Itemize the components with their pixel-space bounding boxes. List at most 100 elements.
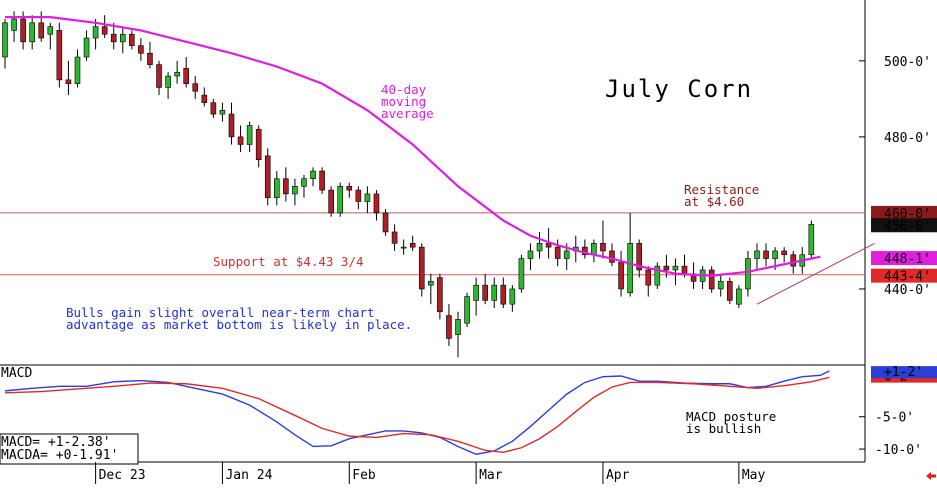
candle — [736, 285, 742, 308]
candle-body-down — [582, 246, 588, 256]
candle — [65, 60, 72, 96]
candle-body-up — [92, 26, 99, 39]
candle-body-down — [147, 52, 153, 65]
candle — [446, 304, 452, 346]
candle — [273, 171, 280, 206]
price-label-text: 460-0' — [884, 207, 931, 222]
moving-average-line — [5, 16, 821, 277]
chart-title: July Corn — [605, 75, 753, 103]
candle — [491, 277, 498, 308]
candle — [699, 266, 706, 289]
candle-body-up — [11, 18, 17, 31]
candle — [391, 224, 398, 251]
candle-body-up — [772, 250, 778, 259]
candle-body-up — [464, 296, 470, 324]
macd-readout-line: MACD= +1-2.38' — [1, 435, 111, 450]
candle-body-down — [319, 170, 325, 191]
macd-price-label-text: +1-2' — [884, 365, 923, 380]
candle — [165, 72, 171, 99]
candle-body-down — [228, 113, 235, 138]
ma-label-line: moving — [381, 94, 426, 109]
candle — [246, 121, 253, 153]
candle — [129, 30, 135, 50]
candle-body-up — [119, 33, 126, 43]
candle-body-down — [255, 128, 262, 160]
candle-body-up — [736, 288, 742, 305]
candle — [473, 277, 479, 316]
price-label-box — [871, 268, 937, 283]
candle — [781, 247, 787, 263]
candle — [455, 311, 461, 358]
candle — [56, 22, 63, 88]
candle-body-down — [328, 189, 334, 214]
ma-label-line: 40-day — [381, 82, 427, 97]
macd-panel-title: MACD — [1, 366, 32, 381]
candle-body-up — [301, 178, 307, 187]
candle — [119, 26, 126, 54]
candle-body-up — [591, 243, 597, 256]
candle — [201, 87, 208, 107]
candle — [726, 277, 733, 305]
candle-body-down — [409, 243, 416, 248]
x-tick-label: Jan 24 — [225, 468, 272, 483]
candle-body-down — [600, 243, 606, 252]
candle — [672, 258, 679, 286]
price-tick-label: 480-0' — [884, 131, 931, 146]
candle-body-down — [210, 102, 217, 115]
candle — [2, 19, 8, 69]
candle-body-down — [110, 33, 117, 43]
candle — [355, 186, 362, 210]
candle-body-up — [509, 288, 516, 305]
candle — [192, 76, 199, 99]
macda-line — [4, 376, 830, 454]
candle-body-up — [273, 178, 280, 199]
candle-body-up — [337, 186, 344, 214]
candle — [292, 178, 298, 206]
price-tick-label: 440-0' — [884, 283, 931, 298]
candle-body-down — [609, 250, 615, 263]
candle — [808, 220, 815, 259]
candle — [409, 235, 416, 251]
candle-body-down — [38, 22, 45, 39]
candle-body-up — [219, 109, 226, 115]
candle — [101, 15, 108, 39]
candle-body-down — [545, 243, 552, 248]
price-label-box — [871, 205, 937, 220]
candle-body-down — [482, 284, 488, 301]
candle — [482, 273, 488, 305]
candle — [717, 273, 724, 297]
candle-body-down — [437, 277, 443, 313]
candle — [418, 243, 425, 297]
candle-body-up — [174, 71, 180, 77]
candle — [763, 243, 769, 267]
candle-body-up — [672, 265, 679, 271]
candle — [400, 239, 407, 255]
candle-body-down — [101, 26, 108, 35]
candle — [600, 220, 606, 259]
candle-body-up — [165, 75, 171, 88]
x-tick-label: Feb — [352, 468, 376, 483]
candle-body-up — [246, 125, 253, 145]
macd-tick-label: -10-0' — [875, 443, 922, 458]
candle-body-up — [563, 250, 570, 259]
candle — [536, 231, 543, 259]
candle-body-up — [310, 170, 316, 179]
candle — [301, 174, 307, 198]
uptrend-line — [756, 242, 875, 305]
price-tick-label: 500-0' — [884, 55, 931, 70]
candle-body-up — [47, 26, 54, 35]
candle — [591, 239, 597, 263]
candle-body-down — [781, 250, 787, 256]
candle — [346, 182, 353, 198]
price-label-text: 456-6' — [884, 219, 931, 234]
candle — [663, 254, 670, 278]
candle-body-down — [446, 315, 452, 339]
candle — [92, 19, 99, 50]
candle — [38, 11, 45, 42]
candle — [47, 22, 54, 50]
candle — [509, 285, 516, 312]
candle — [464, 292, 470, 327]
price-label-text: 448-1' — [884, 252, 931, 267]
candle-body-down — [20, 18, 26, 43]
